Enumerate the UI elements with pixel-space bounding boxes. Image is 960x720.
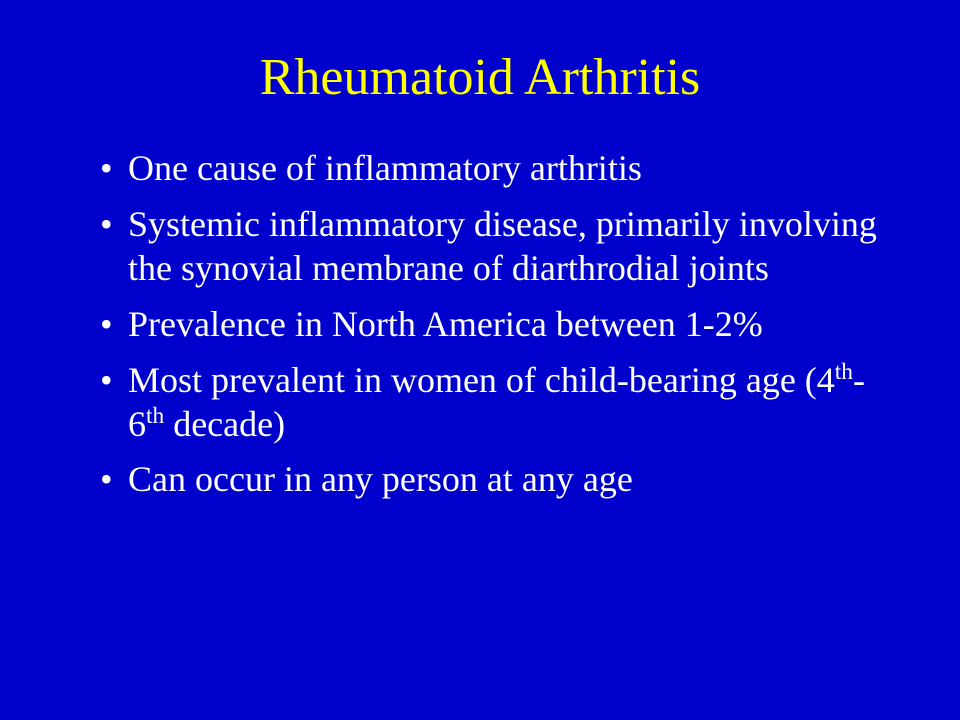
list-item: Systemic inflammatory disease, primarily…: [100, 203, 890, 291]
slide-container: Rheumatoid Arthritis One cause of inflam…: [0, 0, 960, 720]
list-item: One cause of inflammatory arthritis: [100, 147, 890, 191]
list-item: Most prevalent in women of child-bearing…: [100, 359, 890, 447]
slide-title: Rheumatoid Arthritis: [70, 48, 890, 107]
list-item: Prevalence in North America between 1-2%: [100, 303, 890, 347]
bullet-list: One cause of inflammatory arthritis Syst…: [70, 147, 890, 502]
list-item: Can occur in any person at any age: [100, 458, 890, 502]
